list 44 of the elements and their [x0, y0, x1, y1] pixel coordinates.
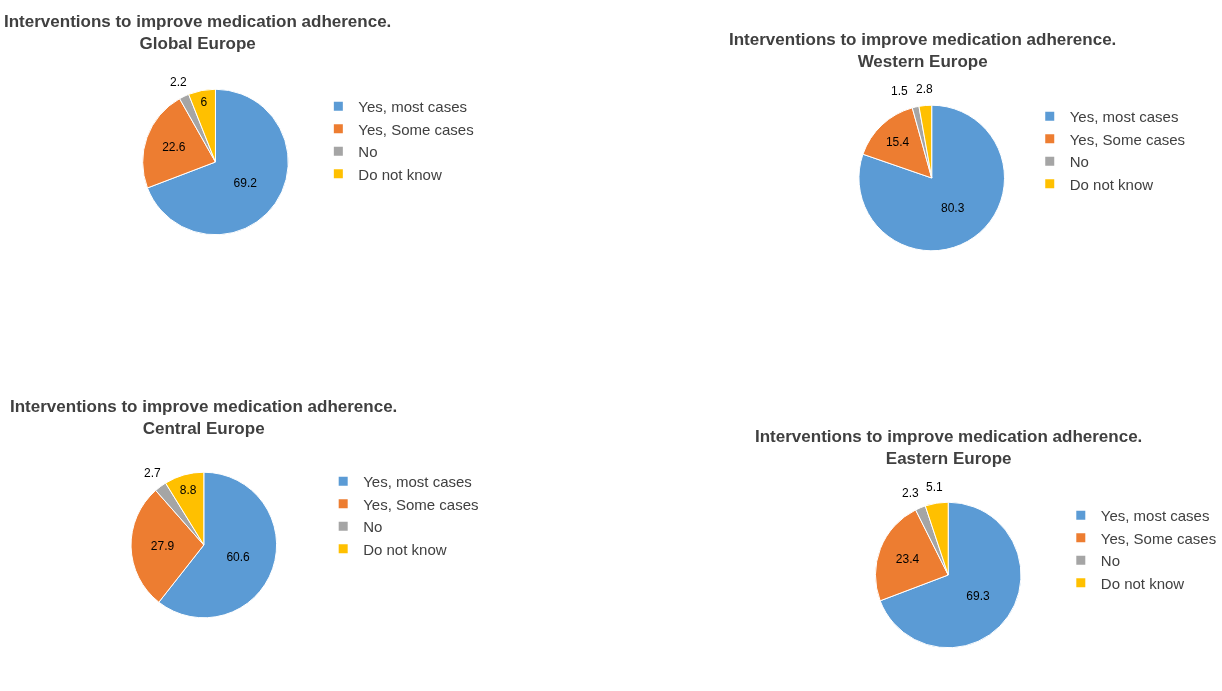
legend-label: Do not know — [363, 540, 447, 558]
legend-label: Yes, Some cases — [1100, 529, 1217, 547]
data-label: 69.2 — [233, 175, 258, 190]
legend-label: Yes, Some cases — [1069, 130, 1186, 148]
chart-subtitle: Global Europe — [139, 34, 256, 54]
chart-title: Interventions to improve medication adherence. — [729, 30, 1117, 49]
pie-slice — [862, 107, 933, 179]
legend-label: Yes, most cases — [1100, 507, 1210, 525]
chart-title: Interventions to improve medication adherence. — [10, 397, 398, 416]
legend-label: Do not know — [358, 165, 442, 183]
legend-label: Do not know — [1100, 574, 1185, 592]
data-label: 2.2 — [170, 75, 188, 89]
chart-subtitle: Western Europe — [857, 52, 988, 72]
chart-title: Interventions to improve medication adherence. — [755, 427, 1143, 446]
legend-label: Do not know — [1069, 175, 1154, 193]
chart-title: Interventions to improve medication adherence. — [4, 12, 392, 31]
pie-slice — [858, 104, 1005, 252]
data-label: 6 — [200, 94, 208, 109]
data-label: 8.8 — [179, 482, 197, 497]
chart-subtitle: Eastern Europe — [885, 449, 1012, 469]
legend-label: Yes, most cases — [363, 473, 472, 491]
data-label: 2.3 — [902, 486, 920, 500]
pie-slice — [879, 501, 1022, 649]
data-label: 60.6 — [226, 549, 251, 564]
data-label: 2.7 — [144, 466, 162, 480]
data-label: 5.1 — [926, 480, 944, 494]
legend-label: No — [358, 143, 378, 161]
legend-label: Yes, Some cases — [358, 120, 474, 138]
data-label: 27.9 — [150, 539, 175, 554]
legend-label: No — [363, 518, 383, 536]
legend-label: Yes, Some cases — [363, 495, 479, 513]
legend-label: Yes, most cases — [358, 98, 468, 116]
pie-slice — [146, 88, 289, 236]
data-label: 80.3 — [940, 200, 965, 215]
data-label: 23.4 — [895, 552, 920, 567]
data-label: 2.8 — [916, 82, 934, 96]
data-label: 15.4 — [885, 134, 910, 149]
legend-label: No — [1100, 552, 1120, 570]
data-label: 69.3 — [966, 588, 991, 603]
data-label: 1.5 — [891, 84, 909, 98]
chart-subtitle: Central Europe — [142, 419, 265, 439]
legend-label: No — [1069, 153, 1089, 171]
legend-label: Yes, most cases — [1069, 108, 1179, 126]
data-label: 22.6 — [162, 140, 186, 155]
